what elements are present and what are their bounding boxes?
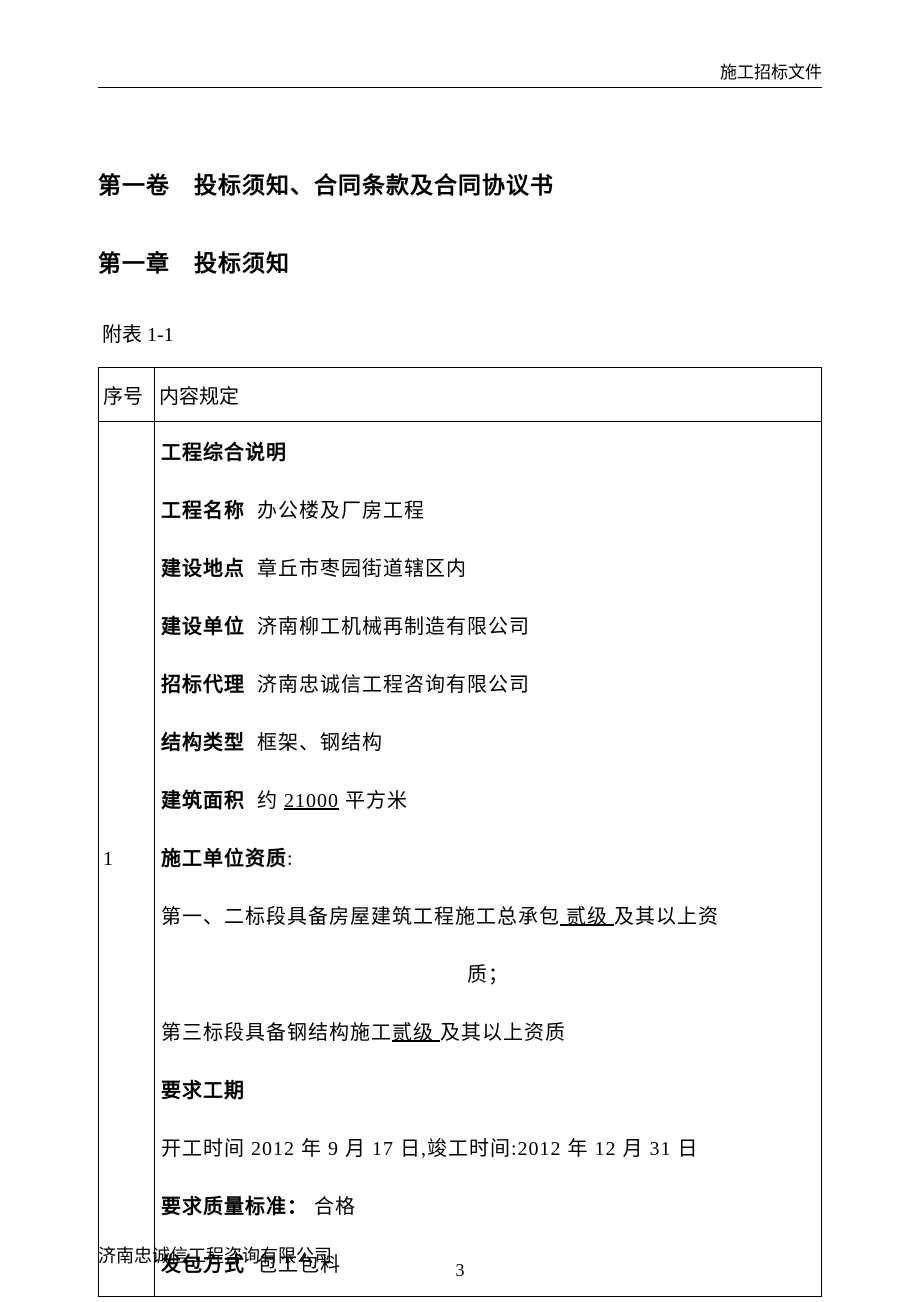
- duration-label: 要求工期: [161, 1076, 815, 1106]
- agent-value: 济南忠诚信工程咨询有限公司: [257, 674, 530, 696]
- location-value: 章丘市枣园街道辖区内: [257, 558, 467, 580]
- location-line: 建设地点 章丘市枣园街道辖区内: [161, 554, 815, 584]
- qual-1a: 第一、二标段具备房屋建筑工程施工总承包: [161, 906, 560, 928]
- owner-value: 济南柳工机械再制造有限公司: [257, 616, 530, 638]
- footer-company: 济南忠诚信工程咨询有限公司: [98, 1242, 332, 1268]
- project-name-label: 工程名称: [161, 500, 245, 522]
- table-row: 1 工程综合说明 工程名称 办公楼及厂房工程 建设地点 章丘市枣园街道辖区内 建…: [99, 422, 822, 1297]
- page-number: 3: [456, 1260, 465, 1281]
- row-seq: 1: [99, 422, 155, 1297]
- spec-table: 序号 内容规定 1 工程综合说明 工程名称 办公楼及厂房工程 建设地点 章丘市枣…: [98, 367, 822, 1297]
- qual-1b: 贰级: [560, 906, 614, 928]
- qualification-label: 施工单位资质: [161, 848, 287, 870]
- chapter-heading: 第一章 投标须知: [98, 244, 822, 278]
- agent-line: 招标代理 济南忠诚信工程咨询有限公司: [161, 670, 815, 700]
- qual-2a: 第三标段具备钢结构施工: [161, 1022, 392, 1044]
- qual-line-1: 第一、二标段具备房屋建筑工程施工总承包 贰级 及其以上资: [161, 902, 815, 932]
- table-caption: 附表 1-1: [98, 318, 822, 347]
- page-header: 施工招标文件: [98, 58, 822, 88]
- location-label: 建设地点: [161, 558, 245, 580]
- col-header-seq: 序号: [99, 368, 155, 422]
- structure-line: 结构类型 框架、钢结构: [161, 728, 815, 758]
- page-footer: 济南忠诚信工程咨询有限公司 3: [98, 1242, 822, 1268]
- area-suffix: 平方米: [345, 790, 408, 812]
- quality-line: 要求质量标准： 合格: [161, 1192, 815, 1222]
- area-line: 建筑面积 约 21000 平方米: [161, 786, 815, 816]
- quality-label: 要求质量标准：: [161, 1196, 308, 1218]
- table-header-row: 序号 内容规定: [99, 368, 822, 422]
- qual-line-1-cont: 质；: [161, 960, 815, 990]
- content-block: 工程综合说明 工程名称 办公楼及厂房工程 建设地点 章丘市枣园街道辖区内 建设单…: [155, 422, 821, 1296]
- owner-label: 建设单位: [161, 616, 245, 638]
- project-name-value: 办公楼及厂房工程: [257, 500, 425, 522]
- col-header-content: 内容规定: [155, 368, 822, 422]
- area-value: 21000: [284, 790, 339, 812]
- qualification-label-line: 施工单位资质:: [161, 844, 815, 874]
- volume-heading: 第一卷 投标须知、合同条款及合同协议书: [98, 166, 822, 200]
- qual-2c: 及其以上资质: [440, 1022, 566, 1044]
- project-name-line: 工程名称 办公楼及厂房工程: [161, 496, 815, 526]
- summary-title: 工程综合说明: [161, 438, 815, 468]
- quality-value: 合格: [314, 1196, 356, 1218]
- duration-text: 开工时间 2012 年 9 月 17 日,竣工时间:2012 年 12 月 31…: [161, 1134, 815, 1164]
- area-label: 建筑面积: [161, 790, 245, 812]
- area-prefix: 约: [257, 790, 278, 812]
- qual-1c: 及其以上资: [614, 906, 719, 928]
- qual-2b: 贰级: [392, 1022, 440, 1044]
- row-content: 工程综合说明 工程名称 办公楼及厂房工程 建设地点 章丘市枣园街道辖区内 建设单…: [155, 422, 822, 1297]
- doc-title: 施工招标文件: [720, 63, 822, 82]
- owner-line: 建设单位 济南柳工机械再制造有限公司: [161, 612, 815, 642]
- qual-line-2: 第三标段具备钢结构施工贰级 及其以上资质: [161, 1018, 815, 1048]
- document-page: 施工招标文件 第一卷 投标须知、合同条款及合同协议书 第一章 投标须知 附表 1…: [0, 0, 920, 1297]
- structure-value: 框架、钢结构: [257, 732, 383, 754]
- structure-label: 结构类型: [161, 732, 245, 754]
- agent-label: 招标代理: [161, 674, 245, 696]
